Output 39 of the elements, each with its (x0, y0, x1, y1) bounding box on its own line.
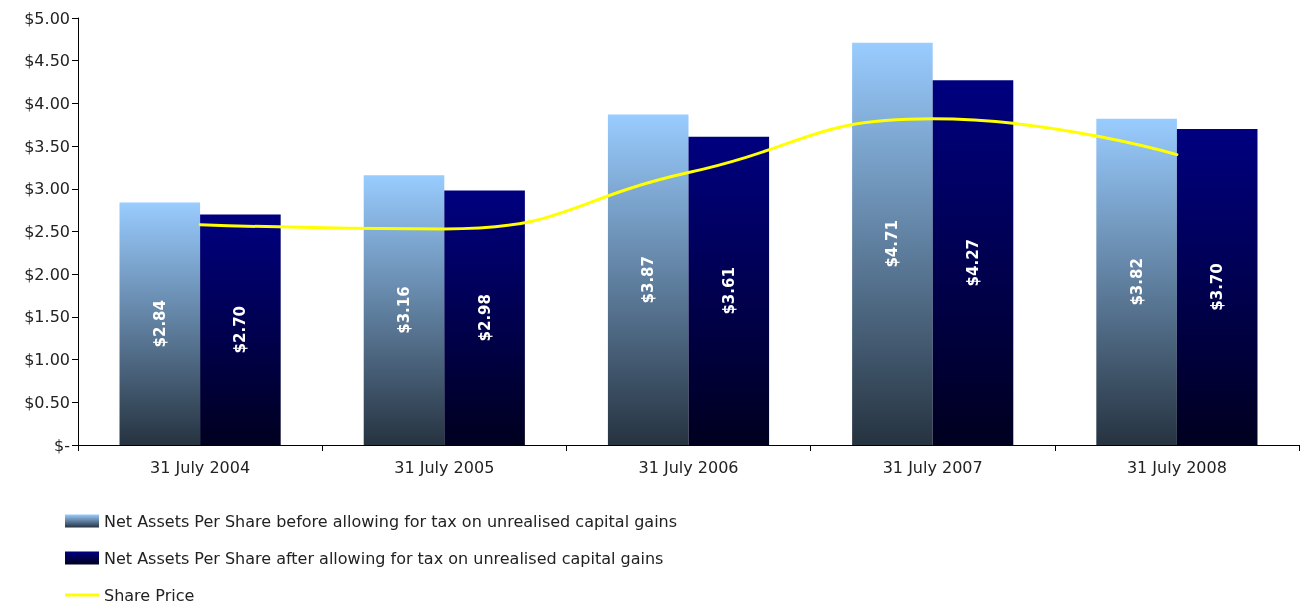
bar (444, 190, 525, 445)
data-label: $2.84 (150, 300, 169, 348)
data-label: $3.70 (1208, 263, 1227, 311)
data-label: $3.16 (395, 286, 414, 334)
x-tick-label: 31 July 2005 (394, 457, 495, 477)
data-label: $3.82 (1127, 258, 1146, 306)
y-tick-label: $2.00 (24, 264, 70, 284)
y-tick-label: $0.50 (24, 392, 70, 412)
bar (363, 175, 445, 445)
y-tick-label: $4.50 (24, 51, 70, 71)
data-label: $4.27 (963, 238, 982, 287)
legend-label: Net Assets Per Share after allowing for tax on unrealised capital gains (104, 548, 664, 568)
legend-label: Net Assets Per Share before allowing for tax on unrealised capital gains (104, 511, 678, 531)
bar (200, 214, 281, 445)
data-label: $4.71 (883, 220, 902, 268)
bar (119, 202, 201, 445)
bar (1176, 129, 1258, 445)
x-tick-label: 31 July 2008 (1126, 457, 1227, 477)
y-tick-label: $- (54, 435, 70, 455)
bar (1096, 118, 1177, 445)
y-tick-label: $1.50 (24, 307, 70, 327)
bar (688, 136, 770, 445)
data-label: $3.87 (639, 256, 658, 304)
x-tick-label: 31 July 2006 (638, 457, 739, 477)
bar (852, 42, 933, 445)
y-tick-label: $3.00 (24, 179, 70, 199)
y-tick-label: $3.50 (24, 136, 70, 156)
bar (607, 114, 689, 445)
bar (932, 80, 1014, 445)
data-label: $2.98 (475, 294, 494, 342)
x-tick-label: 31 July 2004 (150, 457, 251, 477)
y-tick-label: $2.50 (24, 222, 70, 241)
y-tick-label: $1.00 (24, 350, 70, 370)
legend-label: Share Price (104, 585, 195, 605)
data-label: $3.61 (719, 267, 738, 315)
y-tick-label: $5.00 (24, 8, 70, 28)
x-tick-label: 31 July 2007 (882, 457, 983, 477)
data-label: $2.70 (231, 305, 250, 354)
y-tick-label: $4.00 (24, 93, 70, 113)
